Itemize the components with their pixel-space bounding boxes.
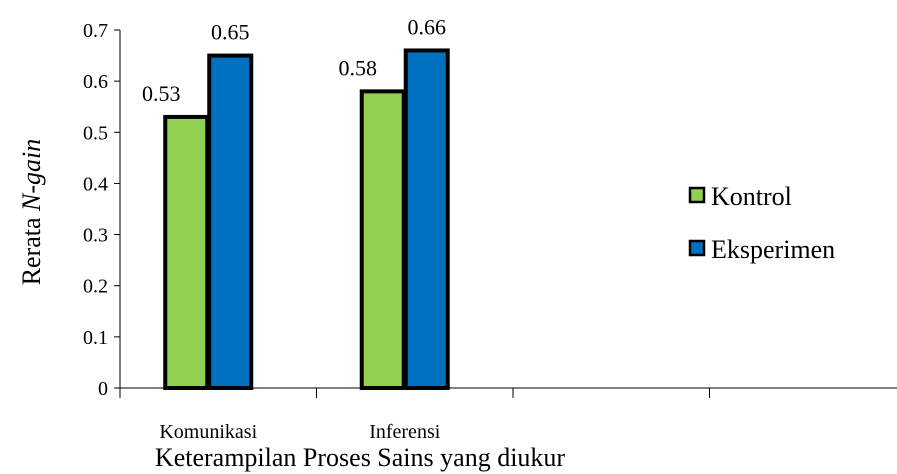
legend-swatch-eksperimen (688, 239, 706, 257)
legend-swatch-kontrol (688, 186, 706, 204)
y-tick-label: 0.6 (83, 71, 108, 93)
legend-label-kontrol: Kontrol (711, 182, 792, 211)
data-labels: 0.53 0.58 0.65 0.66 (142, 14, 446, 105)
bar-eksperimen-komunikasi (207, 53, 254, 390)
x-tick-label: Inferensi (369, 421, 441, 443)
y-axis-title-prefix: Rerata (17, 211, 46, 285)
data-label: 0.66 (408, 14, 447, 39)
bar-eksperimen-inferensi (403, 48, 450, 390)
y-tick-label: 0.5 (83, 122, 108, 144)
y-axis-title-italic: N-gain (17, 139, 46, 212)
legend-label-eksperimen: Eksperimen (711, 235, 835, 264)
y-tick-label: 0 (98, 378, 108, 400)
y-tick-label: 0.2 (83, 276, 108, 298)
bar-kontrol-inferensi (359, 89, 406, 390)
y-tick-label: 0.4 (83, 173, 108, 195)
y-tick-label: 0.3 (83, 225, 108, 247)
data-label: 0.58 (339, 55, 378, 80)
bar-kontrol-komunikasi (163, 114, 210, 390)
x-axis-title: Keterampilan Proses Sains yang diukur (155, 443, 565, 472)
bars (163, 48, 450, 390)
legend: Kontrol Eksperimen (688, 182, 835, 264)
y-tick-label: 0.1 (83, 327, 108, 349)
x-tick-label: Komunikasi (159, 421, 257, 443)
y-axis-title: Rerata N-gain (17, 139, 46, 286)
data-label: 0.53 (142, 81, 181, 106)
data-label: 0.65 (211, 20, 250, 45)
axes: 0 0.1 0.2 0.3 0.4 0.5 0.6 0.7 Komunikasi Inferens… (83, 20, 897, 443)
y-tick-label: 0.7 (83, 20, 108, 42)
